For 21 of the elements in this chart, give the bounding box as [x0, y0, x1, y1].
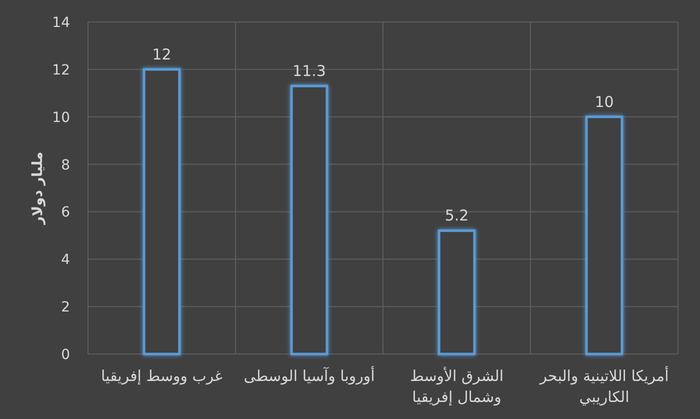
y-tick-label: 8: [61, 157, 70, 174]
y-tick-label: 6: [61, 204, 70, 221]
y-tick-label: 10: [52, 110, 70, 126]
x-tick-label: الشرق الأوسط وشمال إفريقيا: [410, 366, 504, 406]
y-tick-label: 4: [61, 252, 70, 268]
bar: [290, 84, 328, 356]
data-label: 10: [594, 92, 614, 111]
y-tick-label: 12: [52, 62, 70, 78]
data-label: 12: [152, 45, 172, 64]
y-tick-label: 2: [61, 300, 70, 316]
y-tick-label: 14: [52, 15, 70, 31]
data-label: 5.2: [444, 206, 469, 225]
x-tick-label: غرب ووسط إفريقيا: [100, 367, 223, 385]
x-tick-label: أوروبا وآسيا الوسطى: [244, 366, 375, 385]
bar: [438, 229, 476, 356]
x-tick-label: أمريكا اللاتينية والبحر الكاريبي: [538, 366, 669, 406]
y-tick-label: 0: [61, 347, 70, 363]
bar: [142, 68, 181, 356]
data-label: 11.3: [292, 62, 326, 80]
y-axis-title: مليار دولار: [30, 152, 46, 226]
bar: [585, 116, 624, 356]
